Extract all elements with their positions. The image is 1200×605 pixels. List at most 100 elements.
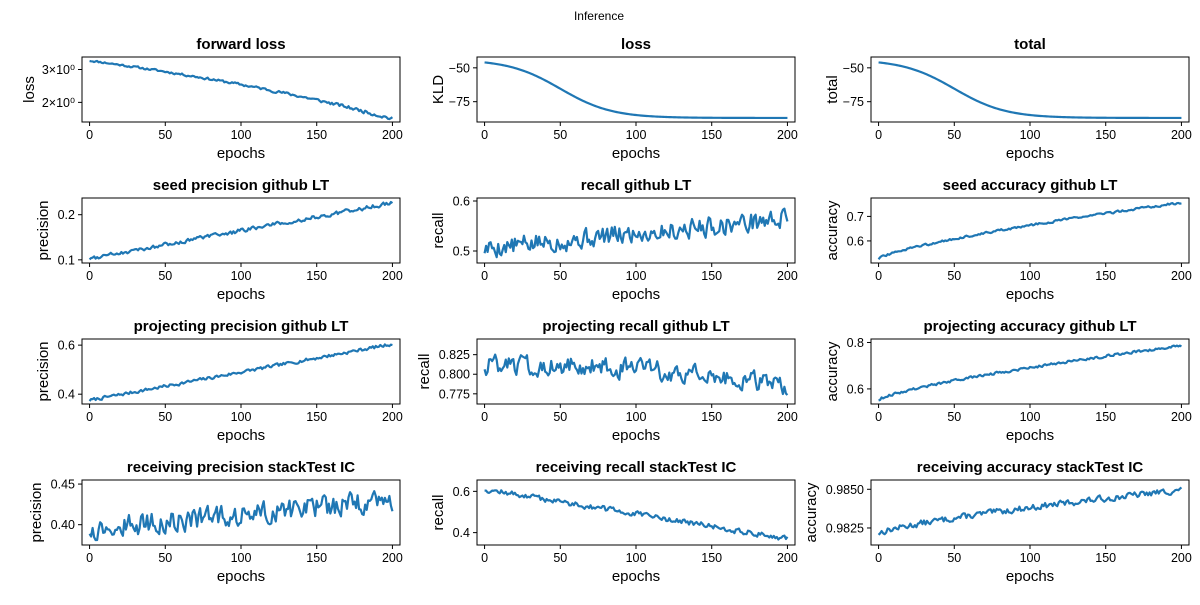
y-tick-label: 0.8 [847,336,864,350]
x-tick-label: 0 [875,269,882,283]
x-tick-label: 200 [1171,128,1192,142]
x-tick-label: 200 [1171,410,1192,424]
subplot-8: projecting recall github LT 0 50 100 150 200 0… [416,318,798,444]
x-axis-label: epochs [1006,427,1054,444]
subplot-title: total [1014,36,1046,53]
x-tick-label: 100 [1020,269,1041,283]
subplot-2: loss 0 50 100 150 200 −50 −75 epochs KLD [430,36,798,162]
subplot-title: seed precision github LT [153,177,329,194]
y-axis-label: recall [430,495,447,531]
subplot-9: projecting accuracy github LT 0 50 100 150 20… [824,318,1192,444]
x-tick-label: 100 [626,410,647,424]
x-tick-label: 0 [481,410,488,424]
x-tick-label: 150 [306,128,327,142]
y-tick-label: 0.45 [51,478,75,492]
x-tick-label: 100 [231,269,252,283]
x-tick-label: 100 [1020,128,1041,142]
x-tick-label: 0 [86,128,93,142]
x-tick-label: 0 [481,128,488,142]
x-axis-label: epochs [612,145,660,162]
x-tick-label: 50 [947,410,961,424]
series-line [877,486,1183,536]
x-tick-label: 0 [875,128,882,142]
subplot-4: seed precision github LT 0 50 100 150 200 0.1 0… [35,177,403,303]
y-tick-label: 2×10⁰ [42,96,75,110]
y-tick-label: 0.40 [51,518,75,532]
x-tick-label: 50 [158,269,172,283]
y-tick-label: 0.775 [439,387,470,401]
y-axis-label: accuracy [824,341,841,402]
subplot-title: projecting precision github LT [134,318,349,335]
x-tick-label: 100 [231,128,252,142]
axes-frame [870,479,1190,546]
x-tick-label: 200 [777,269,798,283]
axes-frame [81,479,401,546]
subplot-title: receiving precision stackTest IC [127,459,355,476]
x-tick-label: 100 [1020,410,1041,424]
x-tick-label: 50 [553,128,567,142]
y-tick-label: 0.7 [847,210,864,224]
y-tick-label: 0.800 [439,368,470,382]
subplot-11: receiving recall stackTest IC 0 50 100 150 20… [430,459,798,585]
x-tick-label: 150 [1095,551,1116,565]
x-tick-label: 50 [158,551,172,565]
x-tick-label: 50 [553,551,567,565]
y-axis-label: loss [21,76,38,103]
x-tick-label: 150 [1095,128,1116,142]
x-tick-label: 50 [553,410,567,424]
x-axis-label: epochs [1006,568,1054,585]
x-tick-label: 200 [382,269,403,283]
x-tick-label: 50 [947,551,961,565]
y-axis-label: accuracy [803,482,820,543]
series-line [877,201,1182,261]
x-tick-label: 0 [481,551,488,565]
series-line [88,200,394,261]
y-tick-label: 0.6 [847,382,864,396]
subplot-6: seed accuracy github LT 0 50 100 150 200 0.6 0.… [824,177,1192,303]
x-tick-label: 150 [306,551,327,565]
axes-frame [870,338,1190,405]
y-tick-label: −75 [843,95,864,109]
x-axis-label: epochs [612,568,660,585]
y-axis-label: total [824,75,841,103]
x-tick-label: 100 [1020,551,1041,565]
axes-frame [870,56,1190,123]
y-tick-label: 0.6 [453,195,470,209]
subplot-title: forward loss [196,36,285,53]
x-tick-label: 150 [701,551,722,565]
x-tick-label: 200 [777,551,798,565]
series-line [483,353,789,396]
y-tick-label: 0.825 [439,348,470,362]
x-tick-label: 0 [875,551,882,565]
series-line [484,489,789,541]
y-axis-label: recall [430,213,447,249]
series-line [88,490,394,542]
subplot-title: projecting accuracy github LT [923,318,1136,335]
series-line [484,61,788,120]
series-line [88,343,393,402]
subplot-title: recall github LT [581,177,692,194]
axes-frame [476,56,796,123]
x-tick-label: 200 [382,410,403,424]
x-tick-label: 50 [158,128,172,142]
x-tick-label: 150 [306,269,327,283]
x-axis-label: epochs [1006,145,1054,162]
y-tick-label: 3×10⁰ [42,63,75,77]
x-tick-label: 150 [701,269,722,283]
y-tick-label: −50 [449,61,470,75]
x-tick-label: 150 [306,410,327,424]
subplot-10: receiving precision stackTest IC 0 50 100 15… [28,459,403,585]
x-tick-label: 50 [553,269,567,283]
y-axis-label: KLD [430,75,447,104]
x-axis-label: epochs [1006,286,1054,303]
y-tick-label: 0.1 [58,253,75,267]
subplot-title: receiving accuracy stackTest IC [917,459,1144,476]
y-axis-label: accuracy [824,200,841,261]
x-axis-label: epochs [217,568,265,585]
y-tick-label: 0.9850 [826,483,864,497]
y-axis-label: precision [28,482,45,542]
x-tick-label: 100 [231,551,252,565]
y-tick-label: 0.4 [58,388,75,402]
x-tick-label: 0 [86,551,93,565]
x-tick-label: 50 [947,269,961,283]
